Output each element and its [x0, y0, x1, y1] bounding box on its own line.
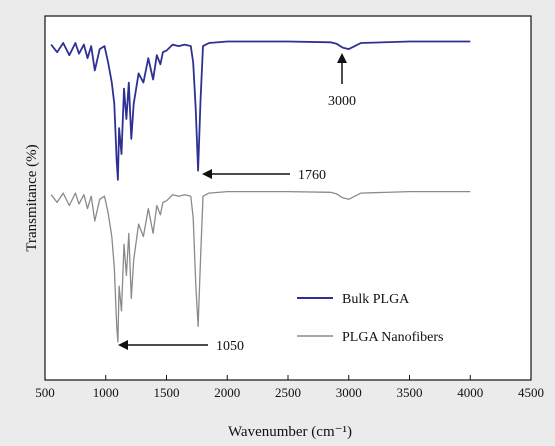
annotation-3000-arrowhead	[337, 53, 347, 63]
x-axis-title: Wavenumber (cm⁻¹)	[228, 424, 352, 440]
annotation-3000-label: 3000	[328, 94, 356, 109]
annotation-1050-label: 1050	[216, 339, 244, 354]
x-axis-ticks: 500 1000 1500 2000 2500 3000 3500 4000 4500	[35, 375, 544, 400]
series-line-plga-nanofibers	[50, 190, 471, 343]
x-tick-label: 2500	[275, 385, 301, 400]
series-layer	[50, 40, 471, 343]
legend-label-bulk-plga: Bulk PLGA	[342, 292, 410, 307]
x-tick-label: 2000	[214, 385, 240, 400]
plot-frame	[44, 15, 532, 381]
x-tick-label: 4000	[457, 385, 483, 400]
annotation-3000: 3000	[328, 53, 356, 109]
legend: Bulk PLGA PLGA Nanofibers	[297, 292, 444, 345]
x-tick-label: 4500	[518, 385, 544, 400]
annotation-1050-arrowhead	[118, 340, 128, 350]
y-axis-title: Transmitance (%)	[24, 144, 40, 251]
x-tick-label: 3500	[397, 385, 423, 400]
series-line-bulk-plga	[50, 40, 471, 181]
annotation-1760-arrowhead	[202, 169, 212, 179]
annotation-1760-label: 1760	[298, 168, 326, 183]
x-tick-label: 3000	[336, 385, 362, 400]
legend-label-plga-nanofibers: PLGA Nanofibers	[342, 330, 444, 345]
x-tick-label: 1000	[93, 385, 119, 400]
annotation-1760: 1760	[202, 168, 326, 183]
x-tick-label: 500	[35, 385, 55, 400]
x-tick-label: 1500	[154, 385, 180, 400]
annotation-1050: 1050	[118, 339, 244, 354]
